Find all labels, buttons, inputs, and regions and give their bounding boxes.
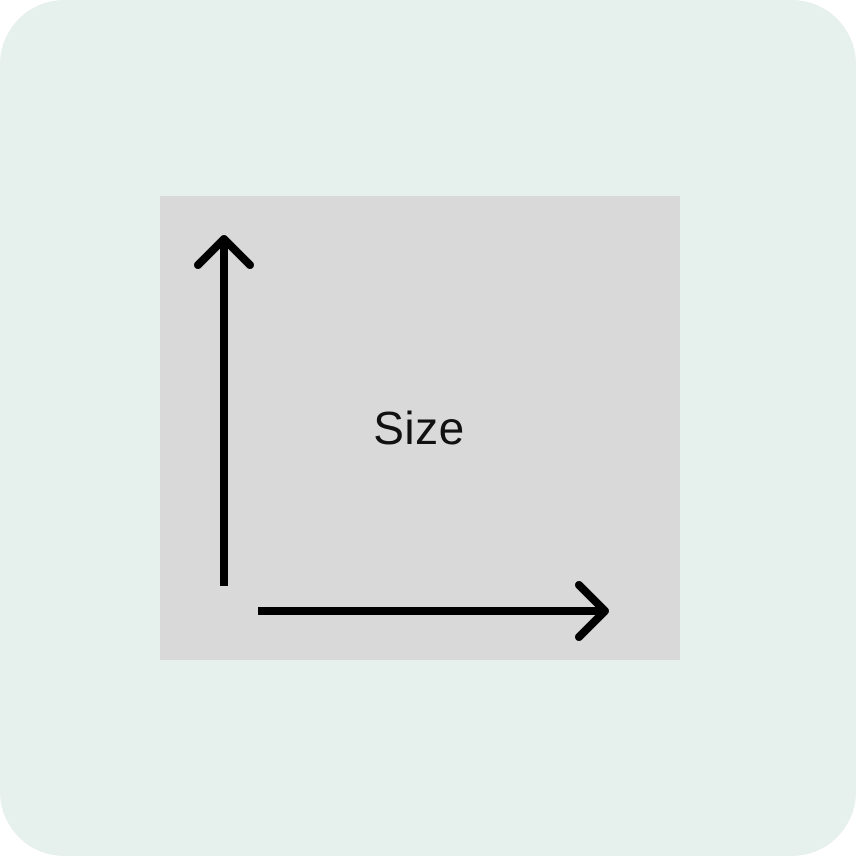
vertical-arrow-icon — [194, 235, 254, 586]
size-label: Size — [160, 400, 680, 456]
size-label-text: Size — [373, 402, 465, 454]
size-frame — [160, 196, 680, 660]
horizontal-arrow-icon — [258, 581, 609, 641]
